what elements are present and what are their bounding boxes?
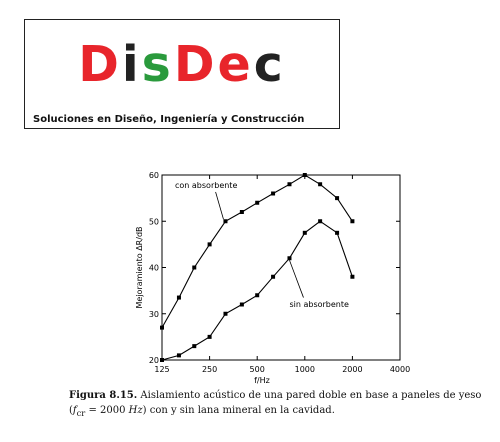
- data-point: [318, 182, 323, 187]
- series-label-con-absorbente: con absorbente: [175, 181, 237, 190]
- logo-letter: c: [253, 36, 286, 93]
- data-point: [271, 191, 276, 196]
- caption-formula-unit: Hz: [128, 405, 143, 416]
- data-point: [335, 230, 340, 235]
- data-point: [160, 358, 164, 362]
- x-axis-label: f/Hz: [254, 376, 270, 385]
- logo-letter: e: [217, 36, 254, 93]
- caption-formula-mid: = 2000: [85, 405, 129, 416]
- data-point: [192, 344, 197, 349]
- data-point: [271, 274, 276, 279]
- data-point: [318, 219, 323, 224]
- caption-label: Figura 8.15.: [69, 390, 138, 401]
- data-point: [335, 196, 340, 201]
- data-point: [192, 265, 197, 270]
- y-tick-label: 30: [149, 310, 159, 319]
- logo-letter: s: [141, 36, 174, 93]
- series-line-2: [161, 220, 353, 361]
- series-label-leader: [289, 260, 304, 298]
- logo-letter: D: [78, 36, 122, 93]
- acoustic-insulation-chart: 125 250 500 1000 2000 4000 20 30 40 50 60 f/Hz Mejor…: [135, 171, 410, 385]
- caption-text-end: ) con y sin lana mineral en la cavidad.: [142, 405, 335, 416]
- data-point: [350, 274, 355, 279]
- y-tick-label: 50: [149, 217, 159, 226]
- data-point: [176, 353, 181, 358]
- x-tick-label: 250: [202, 365, 217, 374]
- y-tick-label: 60: [149, 171, 159, 180]
- logo-letter: i: [121, 36, 142, 93]
- data-point: [302, 173, 307, 177]
- data-point: [239, 210, 244, 214]
- figure-caption: Figura 8.15. Aislamiento acústico de una…: [69, 388, 497, 421]
- series-label-sin-absorbente: sin absorbente: [289, 300, 349, 309]
- data-point: [350, 219, 355, 224]
- y-axis-label: Mejoramiento ΔR/dB: [135, 226, 144, 308]
- x-tick-label: 2000: [342, 365, 362, 374]
- x-tick-label: 125: [154, 365, 169, 374]
- x-tick-label: 1000: [295, 365, 315, 374]
- data-point: [255, 293, 260, 298]
- logo-subtitle: Soluciones en Diseño, Ingeniería y Const…: [33, 114, 305, 125]
- caption-text: Aislamiento acústico de una pared doble …: [69, 390, 482, 416]
- data-point: [176, 295, 181, 300]
- data-point: [239, 302, 244, 307]
- data-point: [255, 200, 260, 205]
- logo-wordmark: DisDec: [25, 40, 339, 89]
- data-point: [160, 325, 164, 330]
- x-tick-label: 4000: [390, 365, 410, 374]
- logo-letter: D: [173, 36, 218, 93]
- series-label-leader: [215, 191, 224, 220]
- data-point: [287, 256, 292, 261]
- y-tick-label: 20: [149, 356, 159, 365]
- data-point: [287, 182, 292, 187]
- data-point: [223, 311, 228, 316]
- caption-formula-var: f: [72, 405, 77, 416]
- data-point: [302, 230, 307, 235]
- data-point: [207, 242, 212, 247]
- data-point: [207, 334, 212, 339]
- logo-box: DisDec Soluciones en Diseño, Ingeniería …: [24, 19, 340, 129]
- caption-formula-sub: cr: [76, 408, 86, 418]
- y-tick-label: 40: [149, 264, 159, 273]
- data-point: [223, 219, 228, 224]
- x-tick-label: 500: [250, 365, 265, 374]
